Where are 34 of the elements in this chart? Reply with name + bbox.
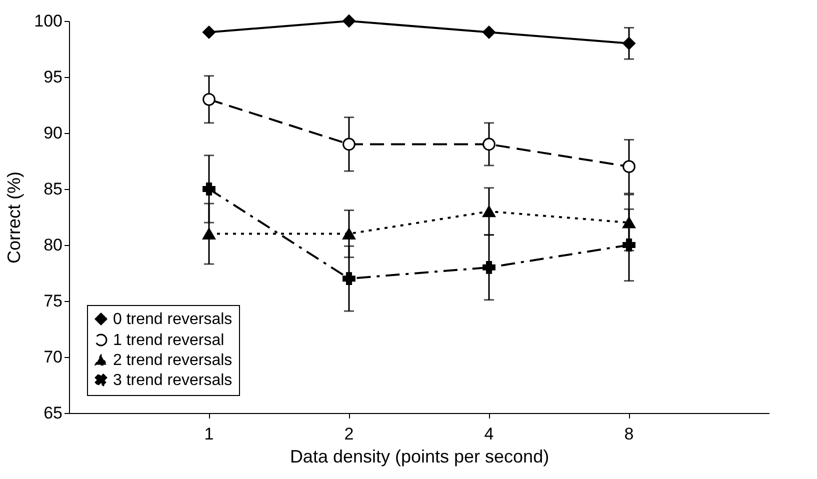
x-tick-label: 1 <box>204 424 214 444</box>
x-axis-title: Data density (points per second) <box>290 446 550 466</box>
legend-label: 2 trend reversals <box>113 352 232 369</box>
x-tick-label: 8 <box>624 424 634 444</box>
point <box>342 228 356 240</box>
x-tick-label: 4 <box>484 424 494 444</box>
x-tick-label: 2 <box>344 424 354 444</box>
legend-label: 1 trend reversal <box>113 332 224 349</box>
y-tick-label: 100 <box>34 12 62 30</box>
point <box>342 14 356 28</box>
y-tick-label: 85 <box>44 180 62 198</box>
point <box>482 260 496 274</box>
point <box>622 36 636 50</box>
point <box>202 182 216 196</box>
y-axis-title: Correct (%) <box>4 171 24 264</box>
point <box>342 138 356 151</box>
point <box>622 238 636 252</box>
y-tick-label: 95 <box>44 68 62 86</box>
point <box>202 26 216 39</box>
y-tick-label: 90 <box>44 124 62 142</box>
y-tick-label: 75 <box>44 292 62 310</box>
point <box>482 26 496 39</box>
y-tick-label: 65 <box>44 404 62 422</box>
legend-label: 0 trend reversals <box>113 311 232 328</box>
point <box>622 160 636 174</box>
point <box>202 228 216 240</box>
point <box>482 138 496 151</box>
point <box>202 92 216 106</box>
point <box>342 272 356 286</box>
y-tick-label: 70 <box>44 348 62 366</box>
point <box>622 216 636 228</box>
y-tick-label: 80 <box>44 236 62 254</box>
legend-label: 3 trend reversals <box>113 372 232 389</box>
point <box>482 206 496 218</box>
